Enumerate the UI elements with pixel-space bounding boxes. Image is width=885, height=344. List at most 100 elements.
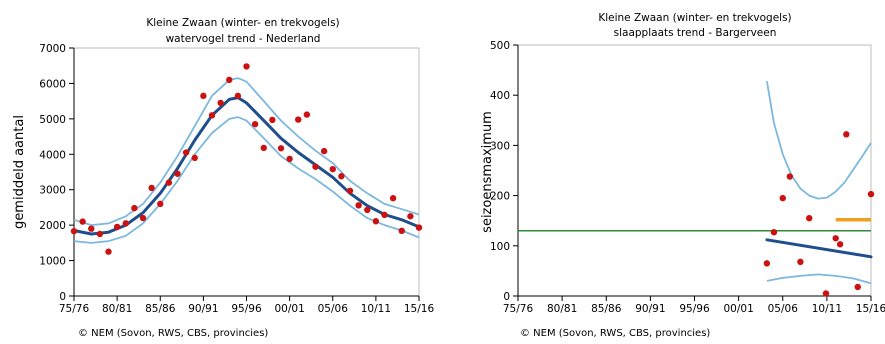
left-y-tick-label: 3000	[39, 185, 66, 197]
left-data-point	[407, 213, 414, 220]
left-x-tick-label: 90/91	[188, 303, 218, 315]
right-data-point	[770, 229, 778, 236]
left-y-tick-label: 7000	[39, 43, 66, 55]
left-data-point	[251, 120, 259, 128]
right-data-point	[786, 173, 794, 180]
left-data-point	[312, 163, 319, 170]
left-data-point	[303, 111, 311, 118]
right-y-tick-label: 400	[490, 90, 510, 102]
right-y-axis-label: seizoensmaximum	[480, 111, 495, 233]
left-data-point	[277, 145, 285, 152]
left-data-point	[269, 116, 276, 124]
right-data-point	[806, 214, 813, 222]
right-chart-title: Kleine Zwaan (winter- en trekvogels)	[598, 12, 791, 24]
left-y-tick-label: 4000	[39, 149, 66, 161]
left-data-point	[122, 220, 129, 227]
left-data-point	[355, 202, 362, 209]
right-data-point	[832, 235, 839, 242]
right-y-tick-label: 100	[490, 241, 510, 253]
left-data-point	[381, 211, 388, 219]
left-data-point	[286, 155, 293, 163]
left-credit: © NEM (Sovon, RWS, CBS, provincies)	[78, 328, 268, 339]
right-plot-frame	[517, 44, 872, 297]
left-chart-title: Kleine Zwaan (winter- en trekvogels)	[146, 17, 339, 29]
left-data-point	[329, 165, 336, 173]
right-x-tick-label: 75/76	[503, 303, 534, 315]
left-plot-frame	[73, 47, 420, 297]
left-data-point	[346, 187, 354, 194]
left-x-tick-label: 75/76	[59, 303, 90, 315]
right-data-point	[836, 241, 844, 248]
left-ci-upper-line	[73, 77, 420, 227]
left-data-point	[79, 218, 86, 225]
right-x-tick-label: 15/16	[856, 303, 885, 315]
left-data-point	[131, 204, 138, 212]
left-data-point	[70, 227, 78, 235]
left-data-point	[182, 149, 190, 156]
left-data-point	[295, 116, 302, 123]
right-x-tick-label: 90/91	[635, 303, 665, 315]
left-x-tick-label: 95/96	[231, 303, 262, 315]
left-y-tick-label: 5000	[39, 114, 66, 126]
left-data-point	[139, 214, 147, 222]
left-data-point	[260, 144, 267, 152]
right-data-point	[779, 194, 786, 202]
right-x-tick-label: 80/81	[547, 303, 577, 315]
right-x-tick-label: 05/06	[768, 303, 799, 315]
left-y-tick-label: 6000	[39, 78, 66, 90]
right-y-tick-label: 200	[490, 191, 510, 203]
left-y-axis-label: gemiddeld aantal	[12, 115, 27, 229]
left-data-point	[208, 112, 216, 119]
right-y-tick-label: 300	[490, 140, 510, 152]
left-data-point	[389, 195, 397, 202]
left-x-tick-label: 10/11	[361, 303, 391, 315]
right-data-point	[797, 258, 804, 266]
right-x-tick-label: 85/86	[591, 303, 622, 315]
right-panel: Kleine Zwaan (winter- en trekvogels) sla…	[480, 12, 885, 339]
left-data-point	[88, 225, 95, 232]
right-data-point	[854, 283, 861, 291]
left-plot-area: 0 1000 2000 3000 4000 5000 6000 7000 75/76 80/81 8…	[39, 43, 434, 315]
left-y-tick-label: 0	[59, 291, 66, 303]
left-data-point	[364, 206, 371, 214]
left-data-point	[398, 227, 405, 235]
left-data-point	[226, 76, 233, 84]
left-y-tick-label: 2000	[39, 220, 66, 232]
left-panel: Kleine Zwaan (winter- en trekvogels) wat…	[12, 17, 434, 339]
left-data-point	[165, 179, 173, 186]
left-data-point	[105, 248, 112, 255]
right-y-tick-label: 0	[503, 291, 510, 303]
left-data-point	[372, 218, 380, 225]
left-data-point	[234, 92, 242, 100]
left-data-point	[200, 92, 207, 100]
left-x-tick-label: 15/16	[404, 303, 435, 315]
left-data-point	[148, 184, 155, 192]
left-data-point	[320, 147, 328, 155]
right-data-point	[822, 290, 830, 297]
left-data-point	[113, 223, 121, 231]
left-x-tick-label: 05/06	[318, 303, 349, 315]
right-y-tick-label: 500	[490, 40, 510, 52]
right-data-point	[867, 190, 875, 198]
left-chart-subtitle: watervogel trend - Nederland	[166, 33, 321, 45]
left-x-tick-label: 80/81	[102, 303, 132, 315]
right-x-tick-label: 95/96	[679, 303, 710, 315]
left-y-tick-label: 1000	[39, 256, 66, 268]
left-data-point	[243, 63, 250, 70]
left-x-tick-label: 85/86	[145, 303, 176, 315]
right-ci-upper-line	[766, 80, 872, 200]
left-data-point	[191, 154, 198, 162]
right-x-tick-label: 10/11	[812, 303, 842, 315]
left-data-point	[338, 173, 345, 180]
left-data-point	[96, 230, 104, 238]
left-data-point	[415, 224, 423, 231]
right-data-point	[843, 131, 850, 138]
left-ci-lower-line	[73, 116, 420, 244]
right-chart-subtitle: slaapplaats trend - Bargerveen	[614, 27, 777, 39]
right-x-tick-label: 00/01	[723, 303, 753, 315]
right-credit: © NEM (Sovon, RWS, CBS, provincies)	[520, 328, 710, 339]
left-data-point	[217, 99, 224, 107]
right-data-point	[763, 260, 771, 267]
left-x-tick-label: 00/01	[274, 303, 304, 315]
